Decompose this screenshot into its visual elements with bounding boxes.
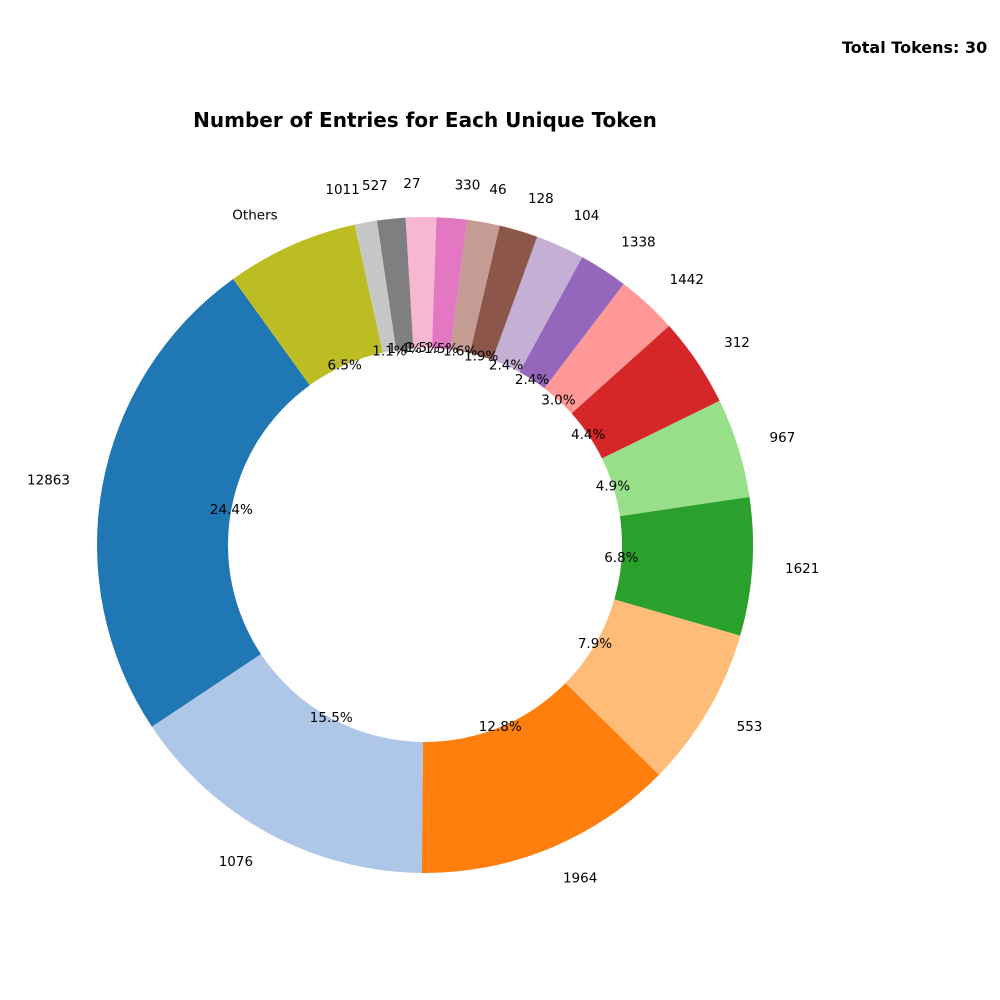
slice-330: [431, 217, 468, 350]
slice-label-1011: 1011: [325, 182, 359, 198]
slice-967: [601, 400, 750, 517]
slice-label-1442: 1442: [670, 272, 704, 288]
slice-percent-others: 6.5%: [327, 357, 361, 373]
slice-percent-1011: 1.1%: [372, 343, 406, 359]
slice-1338: [519, 257, 624, 389]
slice-27: [405, 217, 437, 349]
slice-percent-1076: 15.5%: [310, 710, 353, 726]
slice-1442: [544, 284, 670, 414]
slice-1011: [354, 220, 397, 353]
slice-others: [233, 224, 383, 386]
slice-312: [571, 325, 720, 459]
slice-104: [492, 236, 583, 373]
slice-percent-128: 1.9%: [464, 348, 498, 364]
slice-label-1338: 1338: [621, 234, 655, 250]
slice-46: [450, 219, 500, 354]
slice-label-527: 527: [362, 178, 388, 194]
slice-percent-553: 7.9%: [578, 636, 612, 652]
slice-percent-527: 1.4%: [388, 341, 422, 357]
labels-group: 12863 24.4% 1076 15.5% 1964 12.8% 553 7.9% 1621 6…: [27, 176, 819, 886]
slice-527: [376, 217, 414, 351]
total-tokens-annotation: Total Tokens: 30: [842, 38, 987, 57]
slice-label-46: 46: [489, 182, 506, 198]
slice-percent-1964: 12.8%: [479, 719, 522, 735]
slice-1964: [421, 683, 660, 873]
slice-percent-1442: 3.0%: [541, 392, 575, 408]
slice-percent-104: 2.4%: [489, 358, 523, 374]
slice-label-553: 553: [737, 719, 763, 735]
slice-label-312: 312: [724, 335, 750, 351]
slice-percent-330: 1.5%: [424, 341, 458, 357]
slice-percent-1338: 2.4%: [515, 372, 549, 388]
slice-label-330: 330: [455, 177, 481, 193]
slice-1076: [151, 654, 424, 873]
slice-label-27: 27: [403, 176, 420, 192]
slices-group: [96, 217, 753, 873]
slice-percent-967: 4.9%: [596, 479, 630, 495]
slice-label-128: 128: [528, 191, 554, 207]
slice-1621: [614, 496, 753, 636]
slice-label-1076: 1076: [219, 854, 253, 870]
slice-128: [469, 225, 538, 360]
slice-553: [565, 599, 741, 775]
chart-title: Number of Entries for Each Unique Token: [193, 108, 657, 132]
slice-label-others: Others: [232, 208, 277, 224]
slice-12863: [96, 278, 310, 727]
slice-percent-1621: 6.8%: [604, 550, 638, 566]
slice-label-12863: 12863: [27, 473, 70, 489]
slice-label-104: 104: [574, 208, 600, 224]
slice-percent-27: 1.5%: [405, 340, 439, 356]
slice-label-1964: 1964: [563, 870, 597, 886]
slice-label-967: 967: [770, 430, 796, 446]
slice-percent-46: 1.6%: [443, 343, 477, 359]
slice-percent-12863: 24.4%: [210, 502, 253, 518]
slice-percent-312: 4.4%: [571, 427, 605, 443]
slice-label-1621: 1621: [785, 561, 819, 577]
